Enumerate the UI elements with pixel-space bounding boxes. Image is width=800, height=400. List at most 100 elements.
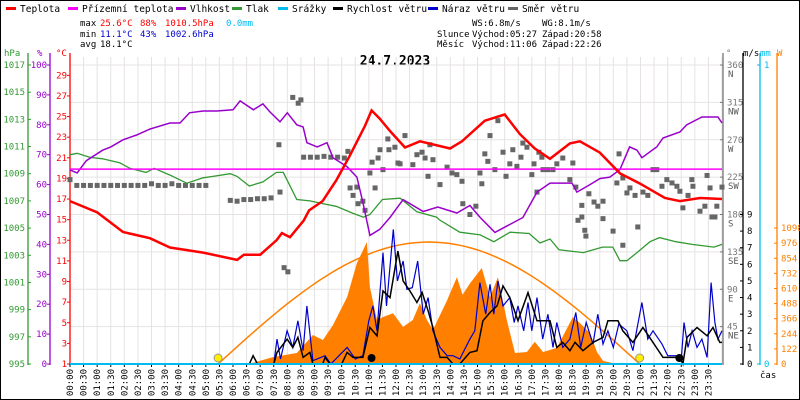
temperature-tick-label: 13 [56, 236, 67, 246]
wind-direction-point [595, 203, 601, 209]
wind-direction-point [702, 203, 708, 209]
wind-direction-point [444, 164, 450, 170]
x-tick-label: 22:30 [677, 369, 687, 396]
x-tick-label: 00:00 [66, 369, 76, 396]
moonset-marker [675, 354, 684, 362]
wind-direction-point [345, 148, 351, 154]
stats-max-rain: 0.0mm [226, 19, 253, 29]
wind-direction-point [664, 177, 670, 183]
x-tick-label: 14:00 [446, 369, 456, 396]
wind-direction-point [632, 192, 638, 198]
wind-direction-point [586, 191, 592, 197]
speed-tick-label: 5 [747, 277, 752, 287]
pressure-tick-label: 1017 [3, 61, 25, 71]
humidity-tick-label: 90 [36, 91, 47, 101]
legend-swatch [68, 7, 78, 10]
pressure-tick-label: 995 [9, 360, 25, 370]
chart-title: 24.7.2023 [360, 54, 430, 69]
direction-compass-label: NW [728, 107, 739, 117]
temperature-tick-label: 5 [62, 319, 67, 329]
speed-tick-label: 8 [747, 227, 752, 237]
temperature-tick-label: 11 [56, 257, 67, 267]
x-tick-label: 09:00 [311, 369, 321, 396]
axes: hPa9959979991001100310051007100910111013… [3, 49, 800, 396]
direction-tick-label: 315 [727, 98, 743, 108]
wind-direction-point [321, 153, 327, 159]
wind-direction-point [500, 149, 506, 155]
stats-avg-temp: 18.1°C [100, 40, 133, 50]
legend: Teplota Přízemní teplota Vlhkost Tlak Srážky… [6, 4, 579, 15]
wind-direction-point [524, 144, 530, 150]
speed-tick-label: 3 [747, 310, 752, 320]
wind-direction-point [169, 181, 175, 187]
legend-swatch [508, 7, 518, 10]
wind-direction-point [567, 177, 573, 183]
pressure-tick-label: 999 [9, 306, 25, 316]
x-tick-label: 08:00 [283, 369, 293, 396]
speed-tick-label: 9 [747, 211, 752, 221]
legend-swatch [176, 7, 186, 10]
legend-label: Náraz větru [442, 4, 505, 15]
wind-direction-point [290, 94, 296, 100]
wind-direction-point [714, 203, 720, 209]
humidity-tick-label: 0 [42, 360, 47, 370]
wind-direction-point [241, 197, 247, 203]
wind-direction-point [182, 182, 188, 188]
pressure-tick-label: 1005 [3, 224, 25, 234]
x-tick-label: 15:00 [474, 369, 484, 396]
wind-direction-point [81, 182, 87, 188]
wind-direction-point [600, 216, 606, 222]
wind-direction-point [115, 182, 121, 188]
stats-min-temp: 11.1°C [100, 30, 133, 40]
wind-direction-point [298, 97, 304, 103]
humidity-tick-label: 100 [31, 61, 47, 71]
wind-direction-point [189, 182, 195, 188]
x-tick-label: 22:00 [664, 369, 674, 396]
temperature-tick-label: 3 [62, 339, 67, 349]
moonset-time: Západ:22:26 [542, 40, 602, 50]
x-tick-label: 21:30 [650, 369, 660, 396]
legend-swatch [232, 7, 242, 10]
wind-direction-point [335, 154, 341, 160]
wind-direction-point [422, 155, 428, 161]
wind-direction-point [397, 161, 403, 167]
stats-max-label: max [80, 19, 97, 29]
direction-tick-label: 270 [727, 136, 743, 146]
wind-direction-point [473, 203, 479, 209]
x-tick-label: 03:00 [148, 369, 158, 396]
wind-direction-point [87, 182, 93, 188]
stats-avg-label: avg [80, 40, 96, 50]
x-tick-label: 01:00 [93, 369, 103, 396]
legend-label: Směr větru [522, 4, 579, 15]
x-tick-label: 04:30 [188, 369, 198, 396]
rain-tick-label: 1 [764, 61, 769, 71]
wind-direction-point [454, 172, 460, 178]
wind-direction-point [460, 201, 466, 207]
direction-compass-label: S [728, 220, 733, 230]
wind-direction-point [369, 159, 375, 165]
pressure-tick-label: 1007 [3, 197, 25, 207]
wind-direction-point [354, 184, 360, 190]
wind-direction-point [677, 188, 683, 194]
direction-compass-label: NE [728, 332, 739, 342]
stats-min-pressure: 1002.6hPa [165, 30, 214, 40]
wind-direction-point [477, 170, 483, 176]
wind-direction-point [437, 182, 443, 188]
wind-direction-point [707, 185, 713, 191]
wind-direction-point [610, 228, 616, 234]
wind-direction-point [227, 197, 233, 203]
wind-direction-point [467, 212, 473, 217]
x-tick-label: 13:30 [433, 369, 443, 396]
wind-direction-point [635, 224, 641, 230]
temperature-tick-label: 25 [56, 113, 67, 123]
direction-compass-label: SE [728, 257, 739, 267]
humidity-tick-label: 40 [36, 240, 47, 250]
stats-max-humidity: 88% [140, 19, 157, 29]
wind-direction-point [108, 182, 114, 188]
pressure-tick-label: 1013 [3, 115, 25, 125]
wind-direction-point [659, 183, 665, 189]
wind-direction-point [414, 152, 420, 158]
solar-tick-label: 732 [781, 269, 797, 279]
humidity-tick-label: 80 [36, 121, 47, 131]
temperature-tick-label: 29 [56, 71, 67, 81]
